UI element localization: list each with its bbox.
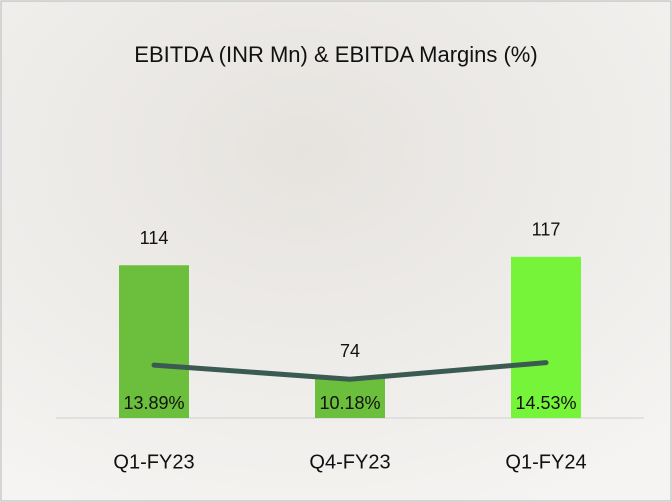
x-tick-label: Q1-FY24 (505, 451, 586, 473)
bar (119, 265, 189, 418)
x-tick-label: Q1-FY23 (113, 451, 194, 473)
data-label: 74 (340, 341, 360, 361)
data-label: 117 (532, 220, 561, 240)
data-label: 10.18% (319, 393, 380, 413)
bar (511, 256, 581, 418)
data-label: 13.89% (123, 393, 184, 413)
chart-title: EBITDA (INR Mn) & EBITDA Margins (%) (134, 42, 537, 67)
x-tick-label: Q4-FY23 (309, 451, 390, 473)
data-label: 114 (140, 228, 169, 248)
line (151, 360, 549, 382)
data-label: 14.53% (515, 393, 576, 413)
bar (315, 378, 385, 418)
